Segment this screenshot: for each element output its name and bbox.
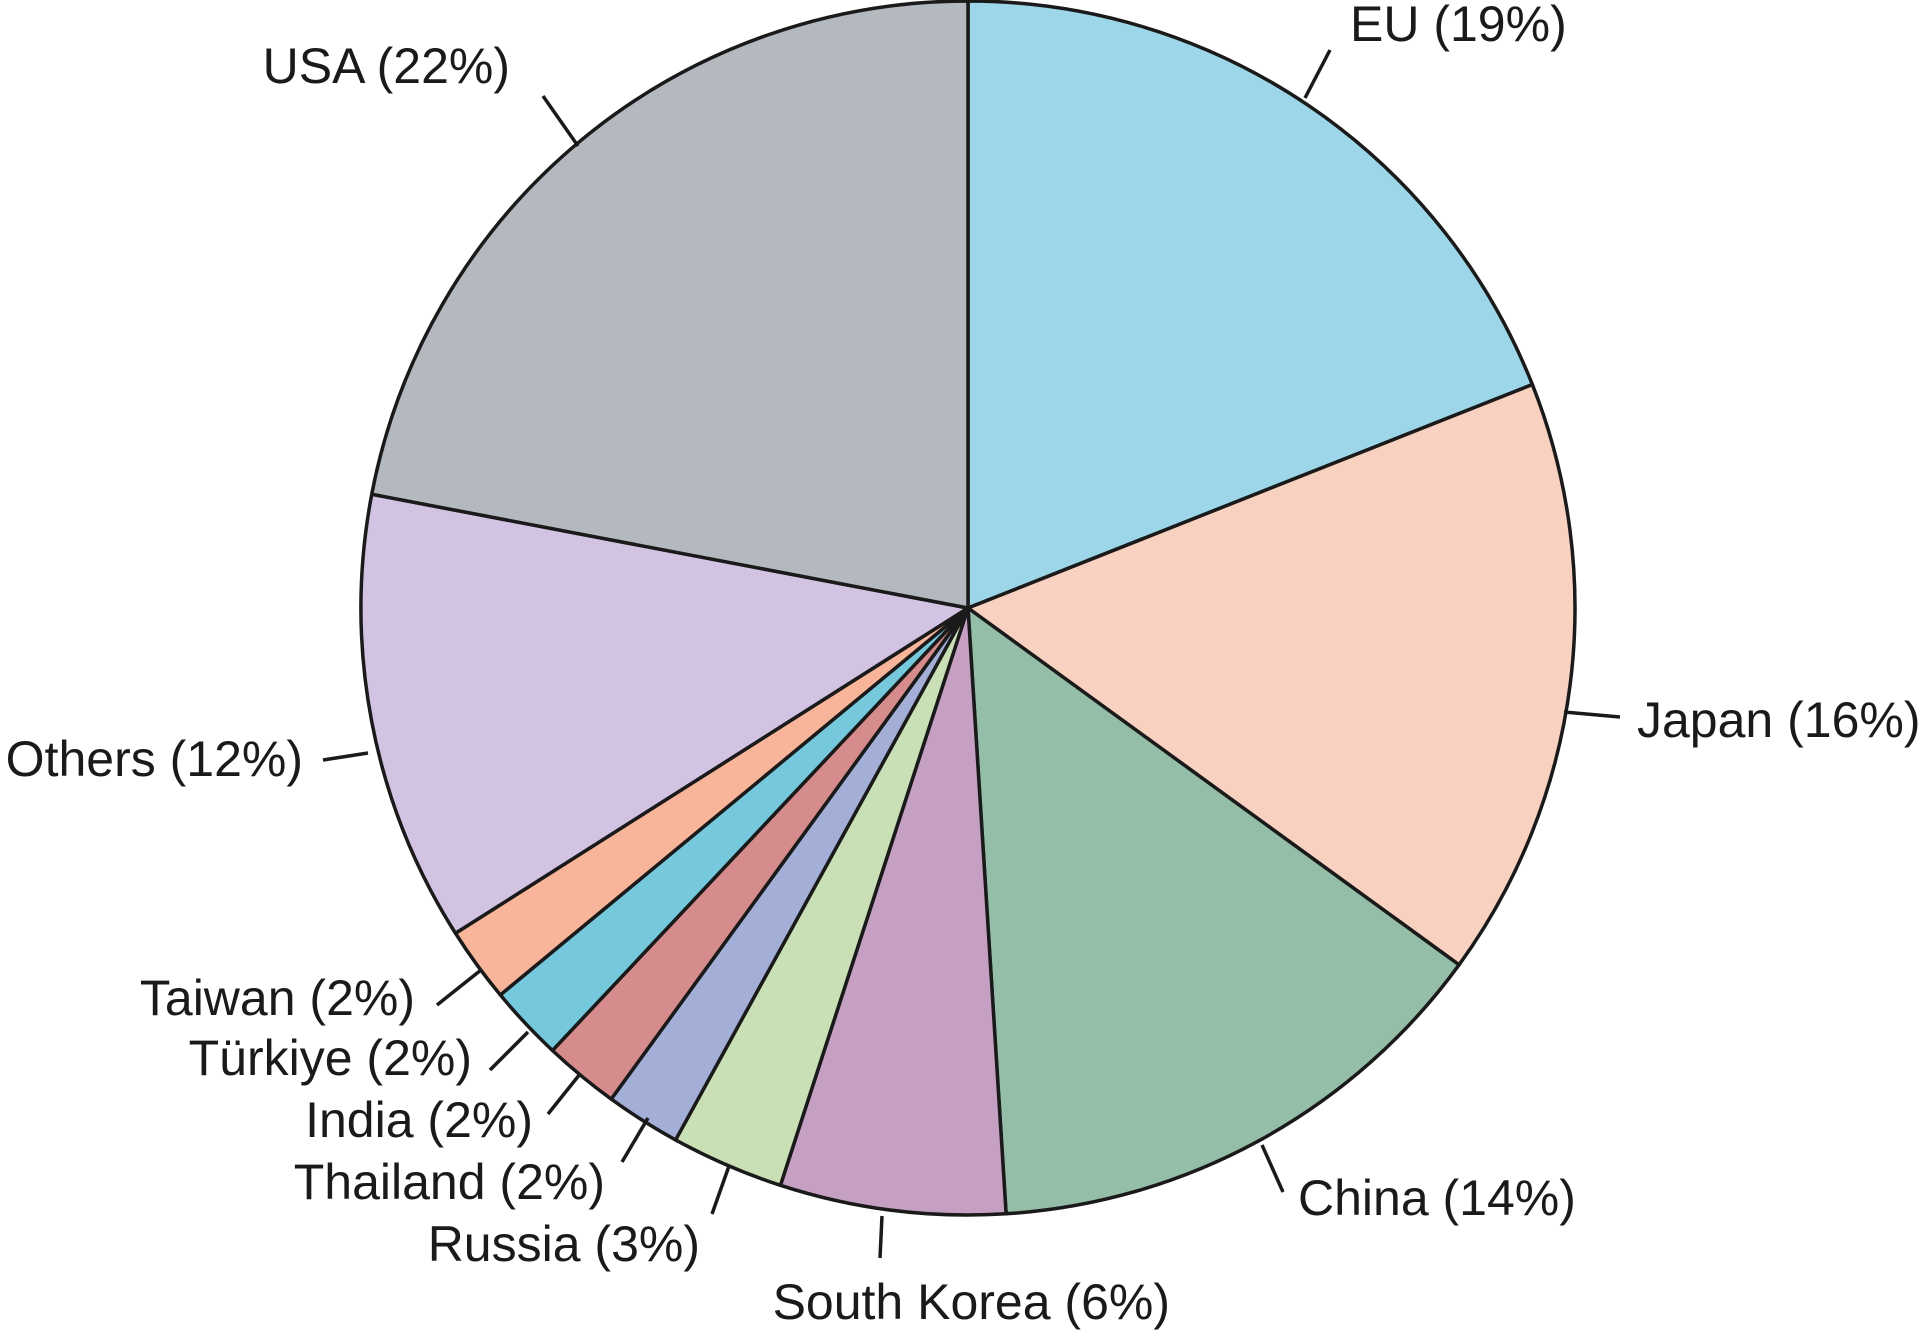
label-taiwan: Taiwan (2%) [140,970,415,1026]
slice-china [966,606,1461,1216]
leader-line-taiwan [435,968,483,1007]
slice-eu [966,0,1535,610]
leader-line-japan [1563,710,1621,719]
slice-japan [966,382,1577,967]
slice-south-korea [778,606,1008,1217]
label-thailand: Thailand (2%) [294,1154,605,1210]
pie-slices [359,0,1577,1217]
label-turkiye: Türkiye (2%) [189,1030,472,1086]
label-eu: EU (19%) [1350,0,1567,52]
label-india: India (2%) [305,1092,533,1148]
label-south-korea: South Korea (6%) [773,1274,1170,1330]
leader-line-south-korea [878,1215,884,1259]
leader-lines [322,49,1621,1259]
leader-line-others [322,751,369,762]
leader-line-china [1260,1144,1285,1193]
leader-line-russia [710,1165,731,1215]
label-usa: USA (22%) [263,38,510,94]
label-japan: Japan (16%) [1637,692,1920,748]
leader-line-usa [541,94,580,148]
label-others: Others (12%) [6,731,303,787]
leader-line-india [546,1072,582,1116]
slice-usa [370,0,970,610]
leader-line-thailand [620,1117,650,1163]
slice-labels: EU (19%) Japan (16%) China (14%) South Kore… [6,0,1920,1330]
leader-line-turkiye [488,1030,530,1072]
slice-others [359,492,970,935]
leader-line-eu [1303,49,1332,99]
label-china: China (14%) [1298,1170,1576,1226]
label-russia: Russia (3%) [428,1216,700,1272]
